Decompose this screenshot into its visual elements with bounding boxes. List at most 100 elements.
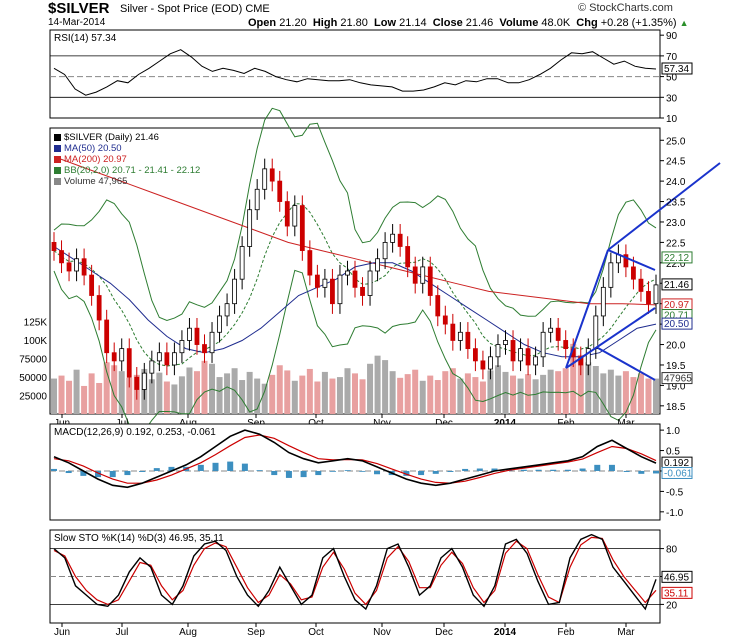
macd-histogram-bar xyxy=(608,464,615,471)
volume-bar xyxy=(404,374,411,414)
macd-histogram-bar xyxy=(300,470,307,478)
sto-title: Slow STO %K(14) %D(3) 46.95, 35.11 xyxy=(54,533,224,544)
volume-bar xyxy=(532,379,539,414)
rsi-panel: RSI(14) 57.34 90 70 50 30 10 57.34 xyxy=(49,29,693,125)
high-value: 21.80 xyxy=(340,17,368,29)
chg-up-arrow-icon: ▲ xyxy=(679,18,689,28)
price-candle-body xyxy=(533,356,538,366)
volume-bar xyxy=(517,378,524,414)
volume-bar xyxy=(254,378,261,414)
macd-title: MACD(12,26,9) 0.192, 0.253, -0.061 xyxy=(54,427,216,438)
volume-bar xyxy=(66,380,73,414)
price-candle-body xyxy=(202,344,207,354)
legend-entry: MA(50) 20.50 xyxy=(64,143,122,154)
macd-histogram-bar xyxy=(109,470,116,478)
macd-y--1-label: -1.0 xyxy=(666,508,684,519)
macd-histogram-bar xyxy=(432,470,439,474)
description-text: Silver - Spot Price (EOD) xyxy=(120,3,243,15)
trendline-2 xyxy=(565,307,656,369)
sto-x-axis-label: Jul xyxy=(116,627,129,638)
volume-bar xyxy=(637,373,644,414)
macd-histogram-bar xyxy=(447,470,454,472)
legend-swatch xyxy=(54,167,61,174)
bb-upper-band xyxy=(53,107,657,322)
price-candle-body xyxy=(179,340,185,354)
sto-x-axis-label: Nov xyxy=(373,627,391,638)
sto-x-axis-label: Dec xyxy=(435,627,453,638)
price-candle-body xyxy=(390,233,396,243)
macd-current-value: 0.192 xyxy=(664,458,689,469)
volume-bar xyxy=(58,375,65,414)
macd-panel: MACD(12,26,9) 0.192, 0.253, -0.061 1.0 0.5… xyxy=(49,423,693,521)
macd-hist-value: -0.061 xyxy=(664,468,693,479)
volume-axis-label: 25000 xyxy=(19,392,47,403)
price-bb-upper-value: 22.12 xyxy=(664,253,689,264)
volume-bar xyxy=(148,379,155,414)
price-candle-body xyxy=(382,241,388,260)
sto-x-axis-label: Mar xyxy=(617,627,635,638)
price-candle-body xyxy=(322,278,328,288)
volume-bar xyxy=(645,378,652,414)
volume-bar xyxy=(570,343,577,414)
volume-bar xyxy=(389,371,396,414)
macd-histogram-bar xyxy=(535,469,542,471)
price-bb-upper-value-box xyxy=(661,251,693,264)
macd-histogram-bar xyxy=(550,469,557,471)
volume-bar xyxy=(382,360,389,414)
macd-frame xyxy=(49,423,661,521)
price-candle-body xyxy=(427,266,433,296)
price-candle-body xyxy=(126,348,132,378)
price-candle-body xyxy=(330,278,335,305)
rsi-title: RSI(14) 57.34 xyxy=(54,33,117,44)
volume-bar xyxy=(96,382,103,414)
volume-bar xyxy=(186,367,193,414)
sto-x-axis-label: 2014 xyxy=(494,627,517,638)
volume-bar xyxy=(419,380,426,414)
volume-bar xyxy=(479,381,486,414)
price-candle-body xyxy=(239,246,245,280)
macd-histogram-bar xyxy=(491,468,498,471)
volume-bar xyxy=(412,369,419,414)
price-y-20-label: 20.0 xyxy=(666,341,686,352)
volume-bar xyxy=(472,377,479,414)
macd-y--0.5-label: -0.5 xyxy=(666,487,684,498)
macd-line xyxy=(53,429,657,489)
macd-histogram-bar xyxy=(212,462,219,471)
price-bb-lower-value: 20.71 xyxy=(664,311,689,322)
volume-bar xyxy=(540,374,547,414)
volume-bar xyxy=(577,354,584,414)
volume-axis-label: 75000 xyxy=(19,355,47,366)
price-y-22.5-label: 22.5 xyxy=(666,238,686,249)
volume-bar xyxy=(449,368,456,414)
price-candle-body xyxy=(367,270,373,296)
brand-logo: © StockCharts.com xyxy=(578,2,673,14)
macd-histogram-bar xyxy=(359,470,366,472)
legend-swatch xyxy=(54,156,61,163)
sto-k-line xyxy=(53,533,657,611)
macd-histogram-bar xyxy=(51,468,57,471)
price-candle-body xyxy=(457,331,463,341)
price-candle-body xyxy=(631,266,636,280)
macd-histogram-bar xyxy=(462,468,469,471)
macd-histogram-bar xyxy=(594,464,601,471)
volume-bar xyxy=(525,374,532,414)
sto-x-axis-label: Feb xyxy=(557,627,575,638)
volume-bar xyxy=(171,384,178,414)
rsi-line xyxy=(53,49,657,96)
price-candle-body xyxy=(224,303,230,317)
price-candle-body xyxy=(66,262,72,272)
macd-histogram-bar xyxy=(418,470,425,476)
volume-bar xyxy=(344,368,351,414)
macd-histogram-bar xyxy=(271,470,278,476)
macd-histogram-bar xyxy=(285,470,292,478)
volume-bar xyxy=(374,355,381,414)
price-y-22-label: 22.0 xyxy=(666,259,686,270)
price-candle-body xyxy=(96,295,102,321)
price-candle-body xyxy=(397,233,403,247)
rsi-y-30-label: 30 xyxy=(666,93,678,104)
price-y-25-label: 25.0 xyxy=(666,136,686,147)
macd-histogram-bar xyxy=(623,470,630,472)
price-candle-body xyxy=(555,327,561,341)
bb-lower-band xyxy=(53,269,657,436)
